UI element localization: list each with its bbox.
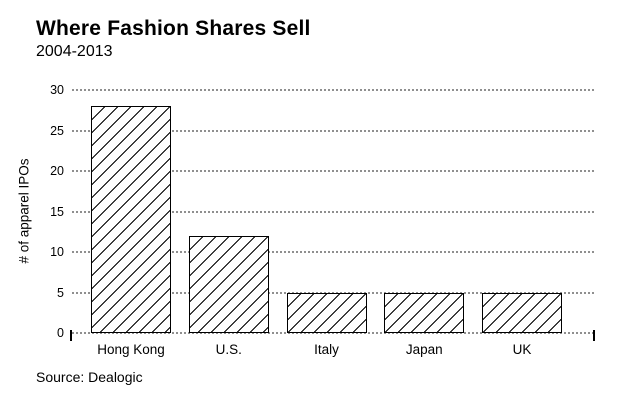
bar-uk bbox=[482, 292, 562, 333]
x-axis-end-tick-right bbox=[593, 330, 595, 341]
x-axis-end-tick-left bbox=[70, 330, 72, 341]
chart-subtitle: 2004-2013 bbox=[36, 43, 113, 60]
bar-hong-kong bbox=[91, 106, 171, 333]
gridline-10 bbox=[72, 251, 594, 253]
x-category-label-hong-kong: Hong Kong bbox=[97, 342, 165, 357]
bar-japan bbox=[384, 292, 465, 333]
y-tick-label-0: 0 bbox=[57, 326, 64, 340]
gridline-20 bbox=[72, 170, 594, 172]
source-credit: Source: Dealogic bbox=[36, 369, 143, 385]
x-category-label-italy: Italy bbox=[314, 342, 339, 357]
chart-title: Where Fashion Shares Sell bbox=[36, 17, 311, 40]
gridline-25 bbox=[72, 129, 594, 132]
y-tick-label-5: 5 bbox=[57, 285, 64, 300]
y-tick-label-30: 30 bbox=[50, 83, 64, 97]
bar-us bbox=[188, 235, 269, 333]
x-category-label-us: U.S. bbox=[215, 342, 242, 357]
y-tick-label-20: 20 bbox=[50, 164, 64, 178]
gridline-15 bbox=[72, 210, 594, 213]
gridline-0 bbox=[72, 332, 594, 334]
y-tick-label-10: 10 bbox=[50, 245, 64, 259]
gridline-30 bbox=[72, 89, 594, 91]
x-category-label-japan: Japan bbox=[405, 342, 443, 357]
x-category-label-uk: UK bbox=[512, 342, 532, 357]
bar-italy bbox=[286, 292, 367, 333]
y-tick-label-25: 25 bbox=[50, 123, 64, 138]
y-tick-label-15: 15 bbox=[50, 204, 64, 219]
